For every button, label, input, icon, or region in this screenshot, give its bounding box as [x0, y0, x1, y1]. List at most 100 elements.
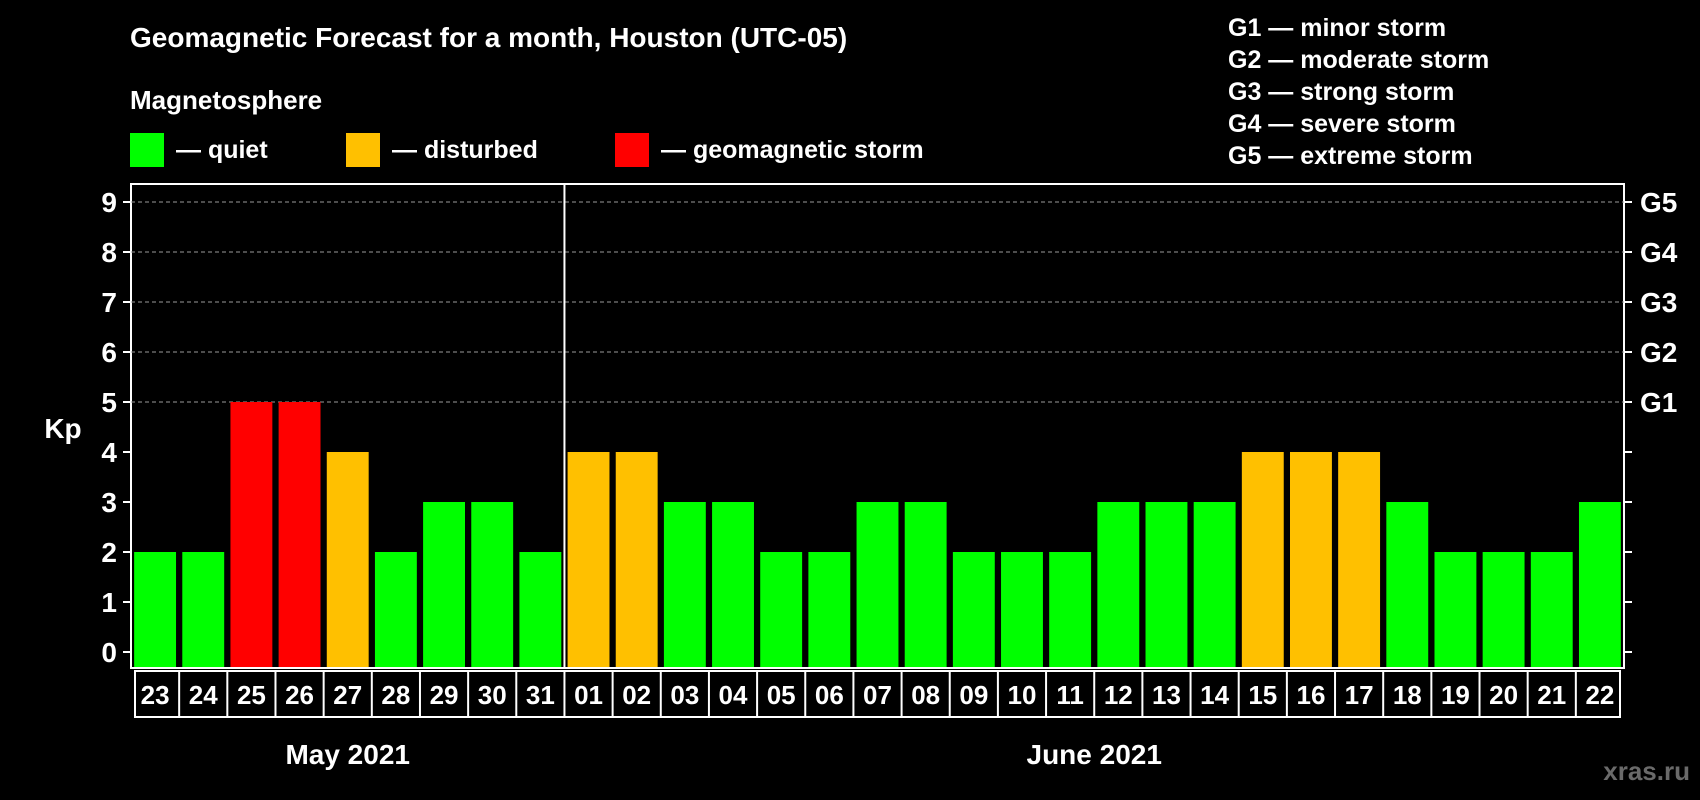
- day-label: 09: [959, 680, 988, 710]
- day-label: 13: [1152, 680, 1181, 710]
- bar-20: [1482, 552, 1525, 667]
- y-tick-label: 0: [101, 637, 117, 668]
- bar-13: [1145, 502, 1188, 667]
- date-strip: [134, 670, 1621, 718]
- bar-09: [952, 552, 995, 667]
- g-scale-label: G2: [1640, 337, 1677, 368]
- bar-07: [856, 502, 899, 667]
- day-label: 27: [333, 680, 362, 710]
- day-label: 17: [1345, 680, 1374, 710]
- legend-item-quiet: — quiet: [130, 133, 268, 167]
- y-tick-label: 7: [101, 287, 117, 318]
- bar-28: [374, 552, 417, 667]
- day-label: 14: [1200, 680, 1229, 710]
- storm-legend-g3: G3 — strong storm: [1228, 78, 1455, 106]
- month-label: June 2021: [1027, 739, 1162, 770]
- bar-21: [1530, 552, 1573, 667]
- day-label: 01: [574, 680, 603, 710]
- legend-label-disturbed: — disturbed: [392, 135, 538, 164]
- storm-legend-g1: G1 — minor storm: [1228, 14, 1447, 42]
- y-tick-label: 9: [101, 187, 117, 218]
- bar-05: [760, 552, 803, 667]
- legend-item-storm: — geomagnetic storm: [615, 133, 924, 167]
- bar-24: [182, 552, 225, 667]
- legend-label-quiet: — quiet: [176, 135, 268, 164]
- day-label: 30: [478, 680, 507, 710]
- y-tick-label: 5: [101, 387, 117, 418]
- g-scale-label: G4: [1640, 237, 1678, 268]
- day-label: 22: [1585, 680, 1614, 710]
- g-scale-label: G1: [1640, 387, 1677, 418]
- legend-swatch-disturbed: [346, 133, 380, 167]
- day-label: 02: [622, 680, 651, 710]
- bar-11: [1049, 552, 1092, 667]
- legend-swatch-quiet: [130, 133, 164, 167]
- bar-01: [567, 452, 610, 667]
- storm-legend-g5: G5 — extreme storm: [1228, 142, 1473, 170]
- y-tick-label: 8: [101, 237, 117, 268]
- bar-30: [471, 502, 514, 667]
- month-label: May 2021: [285, 739, 410, 770]
- bar-18: [1386, 502, 1429, 667]
- bar-23: [134, 552, 177, 667]
- bar-04: [712, 502, 754, 667]
- day-label: 05: [767, 680, 796, 710]
- day-label: 11: [1056, 680, 1084, 710]
- bar-10: [1001, 552, 1043, 667]
- day-label: 20: [1489, 680, 1518, 710]
- day-label: 28: [381, 680, 410, 710]
- storm-scale-legend: G1 — minor storm G2 — moderate storm G3 …: [1228, 12, 1489, 172]
- storm-legend-g2: G2 — moderate storm: [1228, 46, 1490, 74]
- y-tick-label: 3: [101, 487, 117, 518]
- day-label: 16: [1296, 680, 1325, 710]
- day-label: 19: [1441, 680, 1470, 710]
- day-label: 21: [1537, 680, 1566, 710]
- bar-27: [326, 452, 369, 667]
- day-label: 03: [670, 680, 699, 710]
- day-label: 18: [1393, 680, 1422, 710]
- bar-29: [423, 502, 465, 667]
- storm-legend-g4: G4 — severe storm: [1228, 110, 1456, 138]
- y-tick-label: 4: [101, 437, 117, 468]
- day-label: 10: [1008, 680, 1037, 710]
- y-tick-label: 1: [101, 587, 117, 618]
- bar-16: [1290, 452, 1332, 667]
- legend-label-storm: — geomagnetic storm: [661, 135, 924, 164]
- bar-17: [1338, 452, 1381, 667]
- day-label: 04: [719, 680, 748, 710]
- day-label: 25: [237, 680, 266, 710]
- plot-frame: [130, 183, 1625, 669]
- day-label: 31: [526, 680, 555, 710]
- bar-25: [230, 402, 273, 667]
- bar-08: [904, 502, 947, 667]
- y-axis-label: Kp: [44, 413, 81, 444]
- bar-15: [1241, 452, 1284, 667]
- bar-14: [1193, 502, 1236, 667]
- day-label: 23: [141, 680, 170, 710]
- bar-31: [519, 552, 562, 667]
- legend-title: Magnetosphere: [130, 85, 323, 115]
- day-label: 06: [815, 680, 844, 710]
- bar-12: [1097, 502, 1140, 667]
- legend-swatch-storm: [615, 133, 649, 167]
- watermark: xras.ru: [1603, 756, 1690, 786]
- y-tick-label: 6: [101, 337, 117, 368]
- bar-26: [278, 402, 321, 667]
- day-label: 07: [863, 680, 892, 710]
- day-label: 08: [911, 680, 940, 710]
- bar-06: [808, 552, 851, 667]
- day-label: 26: [285, 680, 314, 710]
- day-label: 29: [430, 680, 459, 710]
- bar-19: [1434, 552, 1477, 667]
- y-tick-label: 2: [101, 537, 117, 568]
- bar-22: [1578, 502, 1621, 667]
- day-label: 12: [1104, 680, 1133, 710]
- day-label: 24: [189, 680, 218, 710]
- bar-02: [615, 452, 658, 667]
- day-label: 15: [1248, 680, 1277, 710]
- chart-title: Geomagnetic Forecast for a month, Housto…: [130, 22, 848, 53]
- bar-03: [663, 502, 706, 667]
- g-scale-label: G5: [1640, 187, 1677, 218]
- g-scale-label: G3: [1640, 287, 1677, 318]
